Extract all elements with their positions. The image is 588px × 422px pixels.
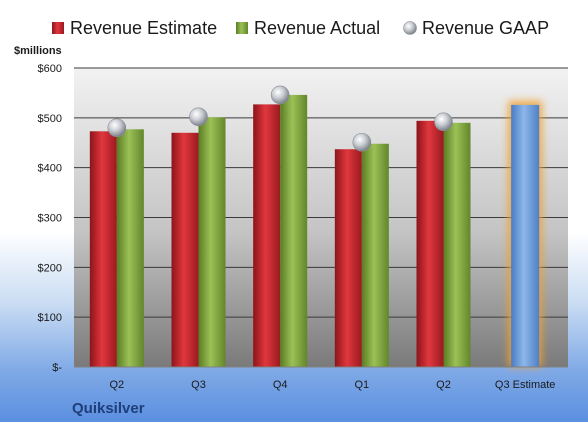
- gaap-point: [352, 132, 372, 152]
- gaap-point: [434, 112, 453, 132]
- x-tick-label: Q2: [109, 379, 124, 391]
- bar-revenue-actual: [116, 129, 144, 367]
- bar-revenue-estimate: [89, 131, 117, 367]
- legend: Revenue Estimate Revenue Actual Revenue GA…: [52, 18, 549, 38]
- y-tick-label: $300: [38, 213, 62, 225]
- legend-label: Revenue GAAP: [422, 18, 549, 38]
- legend-marker-red: [52, 22, 64, 34]
- y-tick-label: $500: [38, 113, 62, 125]
- gaap-points: [107, 85, 453, 152]
- company-name: Quiksilver: [72, 400, 145, 417]
- x-tick-label: Q4: [273, 379, 288, 391]
- gaap-point: [107, 118, 127, 138]
- bar-revenue-estimate: [334, 149, 362, 367]
- bar-revenue-actual: [280, 94, 308, 367]
- bar-revenue-estimate: [253, 104, 281, 368]
- legend-label: Revenue Estimate: [70, 18, 217, 38]
- y-tick-label: $100: [38, 312, 62, 324]
- x-tick-label: Q2: [436, 379, 451, 391]
- y-axis-unit-label: $millions: [14, 45, 62, 57]
- x-tick-label: Q3 Estimate: [495, 379, 556, 391]
- y-tick-label: $600: [38, 63, 62, 75]
- legend-marker-revenue-gaap: [403, 21, 417, 35]
- bar-revenue-forecast: [511, 104, 540, 368]
- y-tick-label: $400: [38, 163, 62, 175]
- axes: $- $100 $200 $300 $400 $500 $600 Q2 Q3 Q4 Q1 Q2 Q3 E…: [38, 63, 568, 391]
- bars: [89, 94, 543, 368]
- x-tick-label: Q1: [354, 379, 369, 391]
- x-tick-label: Q3: [191, 379, 206, 391]
- bar-revenue-actual: [443, 122, 471, 367]
- bar-revenue-actual: [198, 117, 226, 368]
- y-tick-label: $200: [38, 262, 62, 274]
- gaap-point: [270, 85, 290, 105]
- bar-revenue-actual: [361, 143, 389, 367]
- grid: [74, 67, 568, 318]
- bar-revenue-estimate: [171, 132, 199, 367]
- bar-revenue-estimate: [416, 120, 444, 367]
- y-tick-label: $-: [52, 362, 62, 374]
- gaap-point: [189, 107, 208, 127]
- legend-label: Revenue Actual: [254, 18, 380, 38]
- legend-marker-green: [236, 22, 248, 34]
